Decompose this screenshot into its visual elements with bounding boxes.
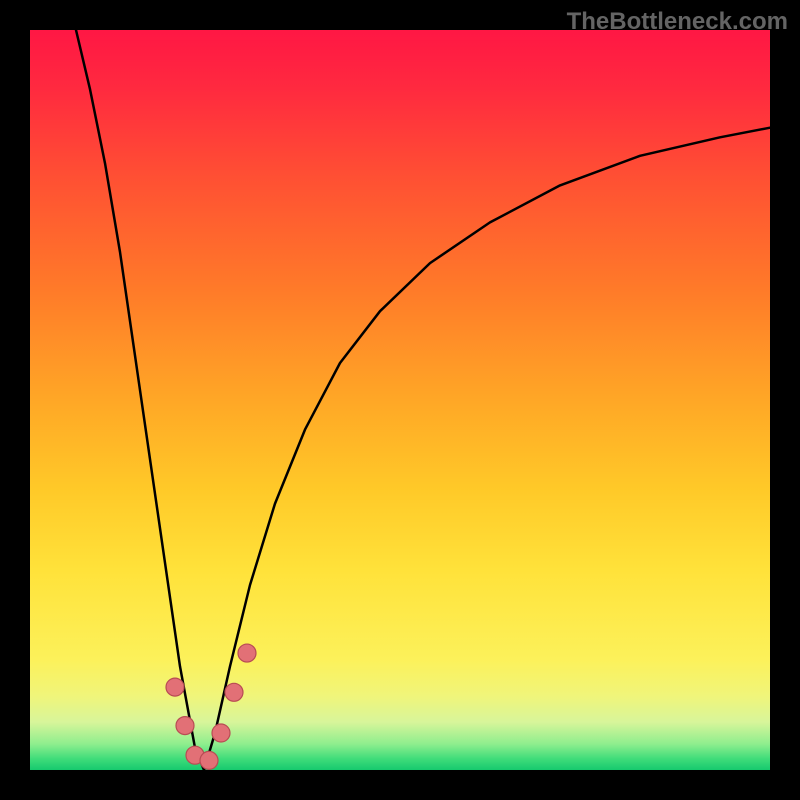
marker-point: [200, 751, 218, 769]
marker-point: [212, 724, 230, 742]
marker-point: [225, 683, 243, 701]
marker-point: [166, 678, 184, 696]
bottleneck-chart: [0, 0, 800, 800]
marker-point: [238, 644, 256, 662]
watermark-text: TheBottleneck.com: [567, 8, 788, 36]
chart-container: TheBottleneck.com: [0, 0, 800, 800]
marker-point: [176, 717, 194, 735]
